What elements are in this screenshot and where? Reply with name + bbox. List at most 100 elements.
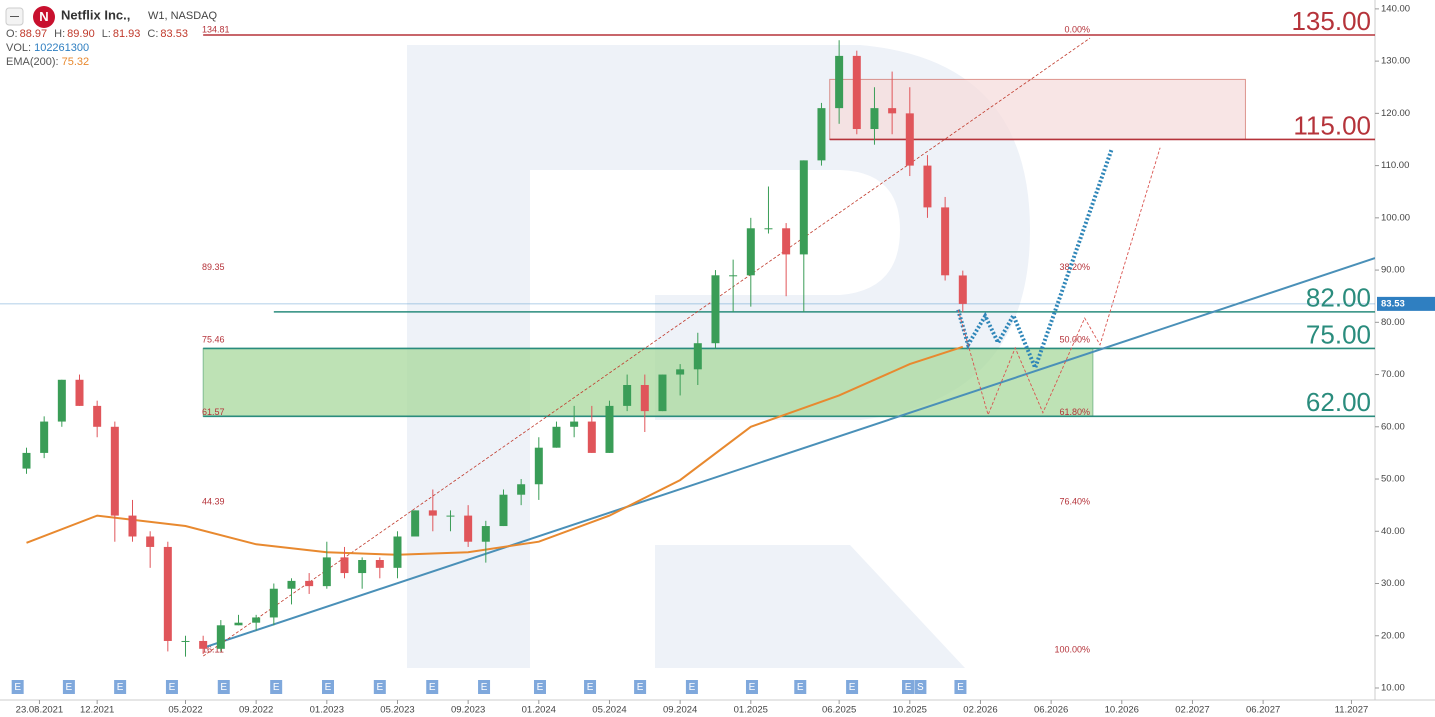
- y-tick-label: 130.00: [1381, 56, 1410, 67]
- meta: W1, NASDAQ: [148, 10, 218, 22]
- price-tag-label: 83.53: [1381, 298, 1405, 309]
- event-marker: [373, 680, 386, 694]
- x-tick-label: 23.08.2021: [16, 705, 64, 716]
- event-marker: [114, 680, 127, 694]
- candle-body: [782, 228, 791, 255]
- candle-body: [870, 108, 879, 130]
- event-marker: [426, 680, 439, 694]
- fib-pct: 38.20%: [1059, 262, 1090, 272]
- level-label: 135.00: [1291, 6, 1371, 36]
- event-marker: [584, 680, 597, 694]
- ohlc-value: 81.93: [113, 28, 141, 40]
- x-tick-label: 06.2025: [822, 705, 856, 716]
- candle-body: [128, 515, 137, 537]
- event-label: E: [325, 682, 332, 693]
- trendline: [202, 257, 1375, 649]
- event-label: E: [749, 682, 756, 693]
- x-tick-label: 06.2027: [1246, 705, 1280, 716]
- candle-body: [570, 421, 579, 427]
- candle-body: [358, 560, 367, 574]
- candle-body: [517, 484, 526, 495]
- candle-body: [852, 55, 861, 130]
- candle-body: [464, 515, 473, 542]
- candle-body: [199, 640, 208, 649]
- header-key: EMA(200):: [6, 56, 59, 68]
- event-marker: [321, 680, 334, 694]
- fib-price: 89.35: [202, 262, 225, 272]
- event-label: E: [587, 682, 594, 693]
- fib-price: 44.39: [202, 497, 225, 507]
- event-marker: [745, 680, 758, 694]
- event-label: E: [957, 682, 964, 693]
- event-label: S: [917, 682, 924, 693]
- candle-body: [146, 536, 155, 547]
- ohlc-key: L:: [102, 28, 111, 40]
- level-label: 115.00: [1293, 110, 1371, 140]
- candle-body: [234, 622, 243, 626]
- x-tick-label: 06.2026: [1034, 705, 1068, 716]
- candle-body: [110, 426, 119, 516]
- y-tick-label: 100.00: [1381, 212, 1410, 223]
- candle-body: [764, 228, 773, 230]
- candle-body: [287, 580, 296, 589]
- x-tick-label: 10.2025: [893, 705, 927, 716]
- event-label: E: [797, 682, 804, 693]
- event-marker: [11, 680, 24, 694]
- ema-line: [26, 345, 964, 556]
- event-label: E: [169, 682, 176, 693]
- symbol: Netflix Inc.,: [61, 7, 130, 22]
- candle-body: [623, 385, 632, 406]
- event-label: E: [905, 682, 912, 693]
- candle-body: [499, 494, 508, 527]
- candle-body: [534, 447, 543, 485]
- candle-body: [305, 580, 314, 587]
- level-label: 82.00: [1306, 283, 1371, 313]
- x-tick-label: 12.2021: [80, 705, 114, 716]
- candle-body: [428, 510, 437, 516]
- event-marker: [217, 680, 230, 694]
- event-label: E: [481, 682, 488, 693]
- candle-body: [640, 385, 649, 412]
- candle-body: [375, 560, 384, 568]
- y-tick-label: 50.00: [1381, 474, 1405, 485]
- x-tick-label: 11.2027: [1335, 705, 1369, 716]
- event-label: E: [66, 682, 73, 693]
- y-tick-label: 40.00: [1381, 526, 1405, 537]
- event-label: E: [117, 682, 124, 693]
- x-tick-label: 05.2024: [592, 705, 626, 716]
- event-label: E: [220, 682, 227, 693]
- event-marker: [634, 680, 647, 694]
- candle-body: [22, 452, 31, 469]
- x-tick-label: 09.2023: [451, 705, 485, 716]
- fib-pct: 50.00%: [1059, 334, 1090, 344]
- fib-pct: 0.00%: [1064, 24, 1090, 34]
- logo: N: [39, 9, 48, 24]
- ohlc-value: 89.90: [67, 28, 95, 40]
- y-tick-label: 10.00: [1381, 683, 1405, 694]
- candle-body: [888, 108, 897, 114]
- fib-price: 61.57: [202, 407, 225, 417]
- ohlc-key: H:: [54, 28, 65, 40]
- candle-body: [393, 536, 402, 568]
- fib-pct: 61.80%: [1059, 407, 1090, 417]
- candle-body: [799, 160, 808, 255]
- y-tick-label: 20.00: [1381, 630, 1405, 641]
- ohlc-key: O:: [6, 28, 18, 40]
- candle-body: [252, 617, 261, 623]
- candle-body: [958, 275, 967, 304]
- candle-body: [905, 113, 914, 166]
- event-label: E: [273, 682, 280, 693]
- candle-body: [269, 588, 278, 618]
- event-marker: [62, 680, 75, 694]
- plot: 134.81 0.00% 89.35 38.20% 75.46 50.00% 61.57 61…: [0, 24, 1375, 657]
- candle-body: [40, 421, 49, 453]
- x-tick-label: 05.2023: [380, 705, 414, 716]
- fib-price: 134.81: [202, 24, 230, 34]
- event-marker: [794, 680, 807, 694]
- y-tick-label: 120.00: [1381, 108, 1410, 119]
- event-label: E: [849, 682, 856, 693]
- event-marker: [954, 680, 967, 694]
- header-value: 102261300: [34, 42, 89, 54]
- x-tick-label: 01.2025: [734, 705, 768, 716]
